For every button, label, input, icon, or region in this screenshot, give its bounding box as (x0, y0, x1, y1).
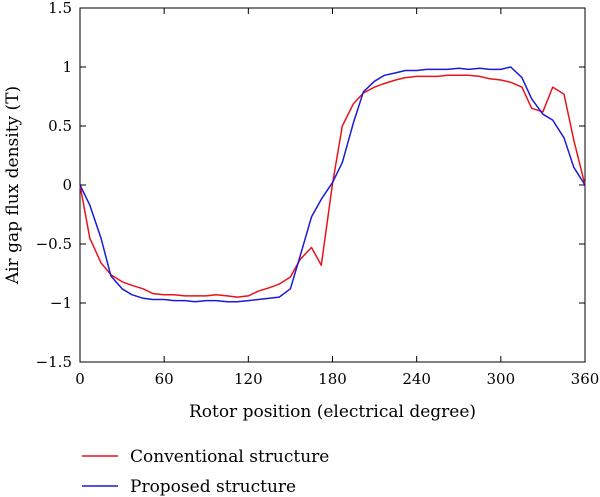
x-tick-label: 120 (234, 370, 263, 388)
legend: Conventional structure Proposed structure (82, 447, 329, 497)
axis-layer: 0 60 120 180 240 300 360 1.5 1 0.5 0 −0.5 −1 −1.5 (36, 0, 600, 388)
x-tick-label: 180 (318, 370, 347, 388)
x-tick-label: 240 (402, 370, 431, 388)
y-tick-label: 1.5 (48, 0, 72, 17)
series-layer (79, 66, 586, 303)
x-tick-label: 0 (75, 370, 85, 388)
x-tick-label: 60 (155, 370, 174, 388)
y-tick-label: −1 (50, 294, 72, 312)
y-tick-label: 0.5 (48, 117, 72, 135)
series-line-conventional (79, 74, 586, 298)
y-axis-title: Air gap flux density (T) (3, 86, 23, 285)
y-tick-label: 0 (62, 176, 72, 194)
y-tick-label: −0.5 (36, 235, 72, 253)
y-tick-label: −1.5 (36, 353, 72, 371)
y-tick-label: 1 (62, 58, 72, 76)
x-tick-label: 300 (487, 370, 516, 388)
x-tick-label: 360 (571, 370, 600, 388)
x-axis-title: Rotor position (electrical degree) (189, 402, 476, 422)
legend-label-proposed: Proposed structure (130, 477, 296, 497)
series-line-proposed (79, 66, 586, 303)
legend-label-conventional: Conventional structure (130, 447, 329, 467)
